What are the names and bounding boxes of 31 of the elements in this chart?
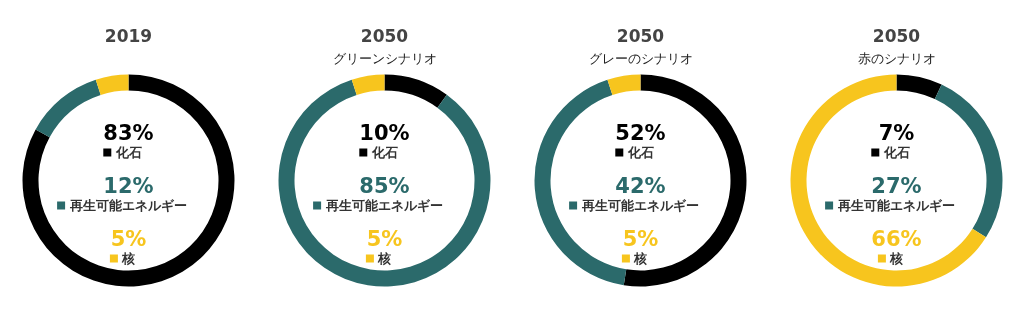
data-label: 5% xyxy=(622,226,659,251)
data-label: 12% xyxy=(103,173,154,198)
data-label: 5% xyxy=(366,226,403,251)
chart-title: 2050 xyxy=(360,26,409,46)
legend-label: 化石 xyxy=(114,145,142,160)
legend-label: 化石 xyxy=(626,145,654,160)
data-label: 85% xyxy=(359,173,410,198)
chart-subtitle: グリーンシナリオ xyxy=(332,51,437,66)
legend-label: 化石 xyxy=(370,145,398,160)
legend-label: 核 xyxy=(633,251,647,266)
data-label: 5% xyxy=(110,226,147,251)
legend-label: 核 xyxy=(377,251,391,266)
legend-label: 核 xyxy=(121,251,135,266)
chart-title: 2050 xyxy=(616,26,665,46)
legend-label: 化石 xyxy=(882,145,910,160)
legend-label: 再生可能エネルギー xyxy=(69,198,187,213)
data-label: 7% xyxy=(878,120,915,145)
legend-label: 再生可能エネルギー xyxy=(325,198,443,213)
data-label: 83% xyxy=(103,120,154,145)
chart-subtitle: グレーのシナリオ xyxy=(588,51,693,66)
legend-label: 核 xyxy=(889,251,903,266)
data-label: 66% xyxy=(871,226,922,251)
chart-subtitle: 赤のシナリオ xyxy=(857,51,936,66)
chart-title: 2019 xyxy=(104,26,153,46)
data-label: 10% xyxy=(359,120,410,145)
legend-label: 再生可能エネルギー xyxy=(837,198,955,213)
legend-label: 再生可能エネルギー xyxy=(581,198,699,213)
data-label: 52% xyxy=(615,120,666,145)
data-label: 42% xyxy=(615,173,666,198)
data-label: 27% xyxy=(871,173,922,198)
chart-title: 2050 xyxy=(872,26,921,46)
